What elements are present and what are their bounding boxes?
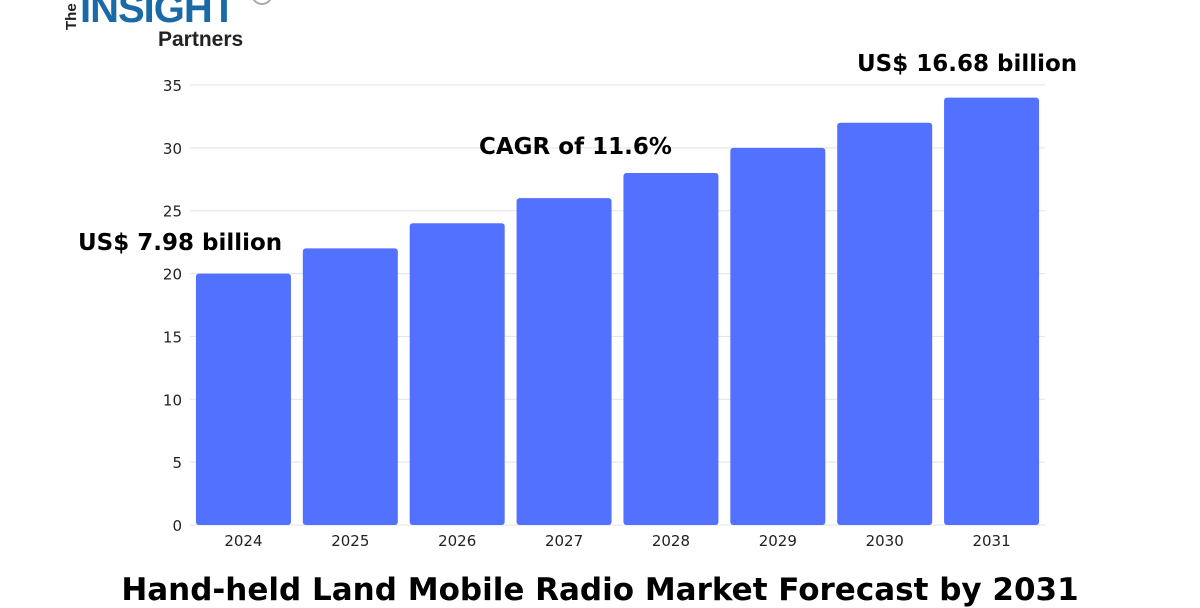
x-tick-label: 2028	[652, 532, 690, 550]
annotation-end-value: US$ 16.68 billion	[857, 51, 1078, 77]
x-tick-label: 2027	[545, 532, 583, 550]
x-tick-label: 2031	[972, 532, 1010, 550]
y-tick-label: 0	[172, 517, 182, 535]
bar-2025	[302, 248, 398, 525]
svg-text:The: The	[63, 3, 80, 30]
x-tick-label: 2029	[759, 532, 797, 550]
annotation-cagr: CAGR of 11.6%	[479, 134, 672, 160]
x-tick-label: 2026	[438, 532, 476, 550]
bar-2031	[944, 97, 1040, 526]
y-tick-label: 25	[163, 203, 182, 221]
y-tick-label: 30	[163, 140, 182, 158]
bar-2028	[623, 173, 719, 525]
annotation-start-value: US$ 7.98 billion	[78, 230, 283, 256]
chart-title: Hand-held Land Mobile Radio Market Forec…	[121, 572, 1079, 608]
bar-2027	[516, 198, 612, 525]
y-tick-label: 35	[163, 77, 182, 95]
the-insight-partners-logo: The INSIGHT Partners	[63, 0, 272, 48]
bar-2030	[837, 122, 933, 525]
svg-text:INSIGHT: INSIGHT	[80, 0, 236, 31]
bar-2026	[409, 223, 505, 526]
x-tick-label: 2024	[224, 532, 262, 550]
svg-text:Partners: Partners	[158, 28, 243, 48]
x-tick-label: 2030	[866, 532, 904, 550]
y-tick-label: 20	[163, 266, 182, 284]
y-tick-label: 10	[163, 391, 182, 409]
bar-2029	[730, 147, 826, 525]
x-tick-label: 2025	[331, 532, 369, 550]
bar-2024	[195, 273, 291, 525]
y-tick-label: 15	[163, 328, 182, 346]
y-tick-label: 5	[172, 454, 182, 472]
